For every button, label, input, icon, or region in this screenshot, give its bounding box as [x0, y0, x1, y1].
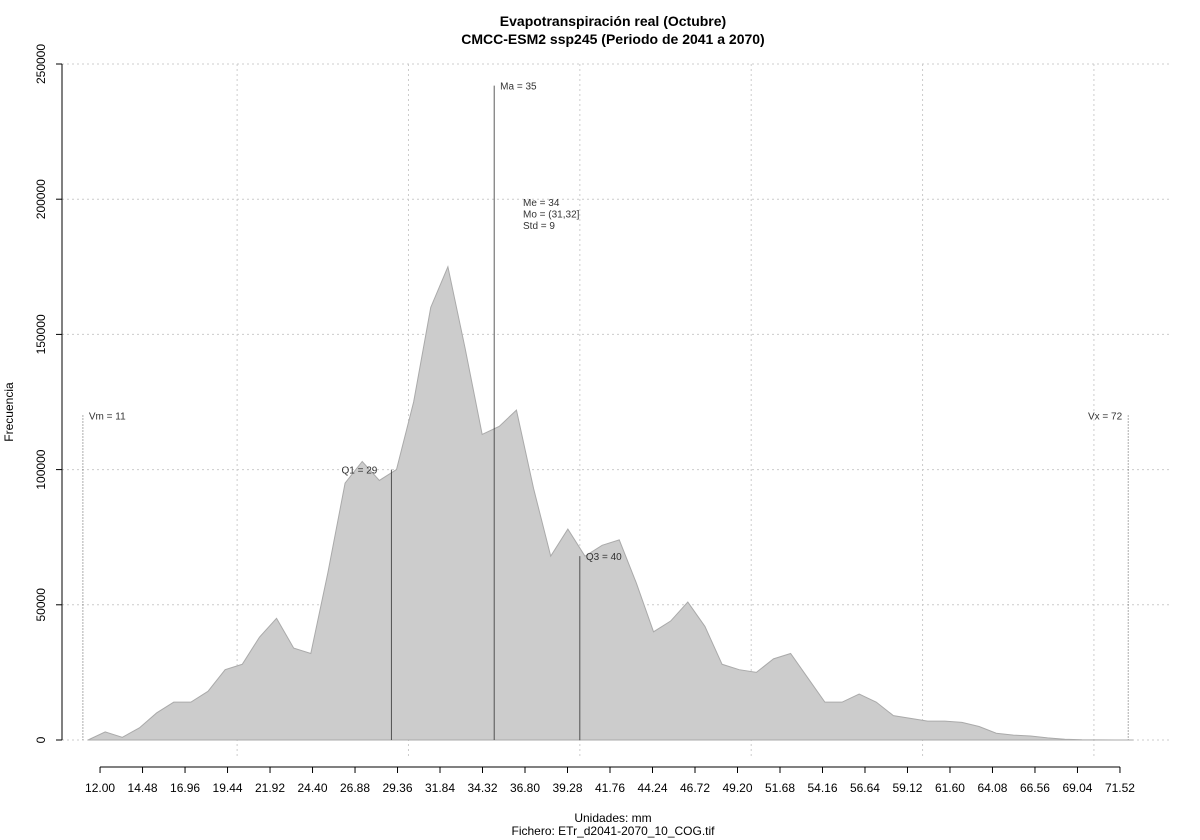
marker-label: Q1 = 29	[341, 466, 377, 477]
marker-label: Q3 = 40	[586, 552, 622, 563]
stat-label: Mo = (31,32]	[523, 210, 580, 221]
y-tick-label: 50000	[34, 588, 48, 622]
x-tick-label: 39.28	[552, 781, 582, 795]
x-tick-label: 46.72	[680, 781, 710, 795]
y-tick-label: 200000	[34, 179, 48, 219]
y-tick-label: 150000	[34, 314, 48, 354]
x-tick-label: 51.68	[765, 781, 795, 795]
x-tick-label: 44.24	[637, 781, 667, 795]
x-tick-label: 59.12	[892, 781, 922, 795]
y-axis-label: Frecuencia	[2, 382, 16, 442]
y-tick-label: 100000	[34, 449, 48, 489]
stat-label: Me = 34	[523, 198, 560, 209]
marker-label: Ma = 35	[500, 82, 537, 93]
marker-label: Vx = 72	[1088, 412, 1123, 423]
x-tick-label: 66.56	[1020, 781, 1050, 795]
x-tick-label: 16.96	[170, 781, 200, 795]
x-tick-label: 36.80	[510, 781, 540, 795]
x-tick-label: 19.44	[213, 781, 243, 795]
y-tick-label: 0	[34, 736, 48, 743]
chart-title: Evapotranspiración real (Octubre)	[500, 13, 726, 29]
x-tick-label: 29.36	[383, 781, 413, 795]
x-axis-label: Unidades: mm	[574, 811, 651, 825]
y-tick-label: 250000	[34, 44, 48, 84]
marker-label: Vm = 11	[89, 412, 126, 423]
x-tick-label: 21.92	[255, 781, 285, 795]
file-label: Fichero: ETr_d2041-2070_10_COG.tif	[512, 824, 716, 838]
x-tick-label: 34.32	[467, 781, 497, 795]
x-tick-label: 26.88	[340, 781, 370, 795]
area	[87, 265, 1134, 741]
x-tick-label: 31.84	[425, 781, 455, 795]
x-tick-label: 14.48	[128, 781, 158, 795]
x-tick-label: 71.52	[1105, 781, 1135, 795]
x-tick-label: 61.60	[935, 781, 965, 795]
x-tick-label: 12.00	[85, 781, 115, 795]
x-tick-label: 54.16	[807, 781, 837, 795]
x-tick-label: 69.04	[1062, 781, 1092, 795]
chart-subtitle: CMCC-ESM2 ssp245 (Periodo de 2041 a 2070…	[461, 31, 764, 47]
x-tick-label: 56.64	[850, 781, 880, 795]
x-tick-label: 24.40	[298, 781, 328, 795]
x-tick-label: 41.76	[595, 781, 625, 795]
stat-label: Std = 9	[523, 221, 555, 232]
x-tick-label: 49.20	[722, 781, 752, 795]
x-tick-label: 64.08	[977, 781, 1007, 795]
